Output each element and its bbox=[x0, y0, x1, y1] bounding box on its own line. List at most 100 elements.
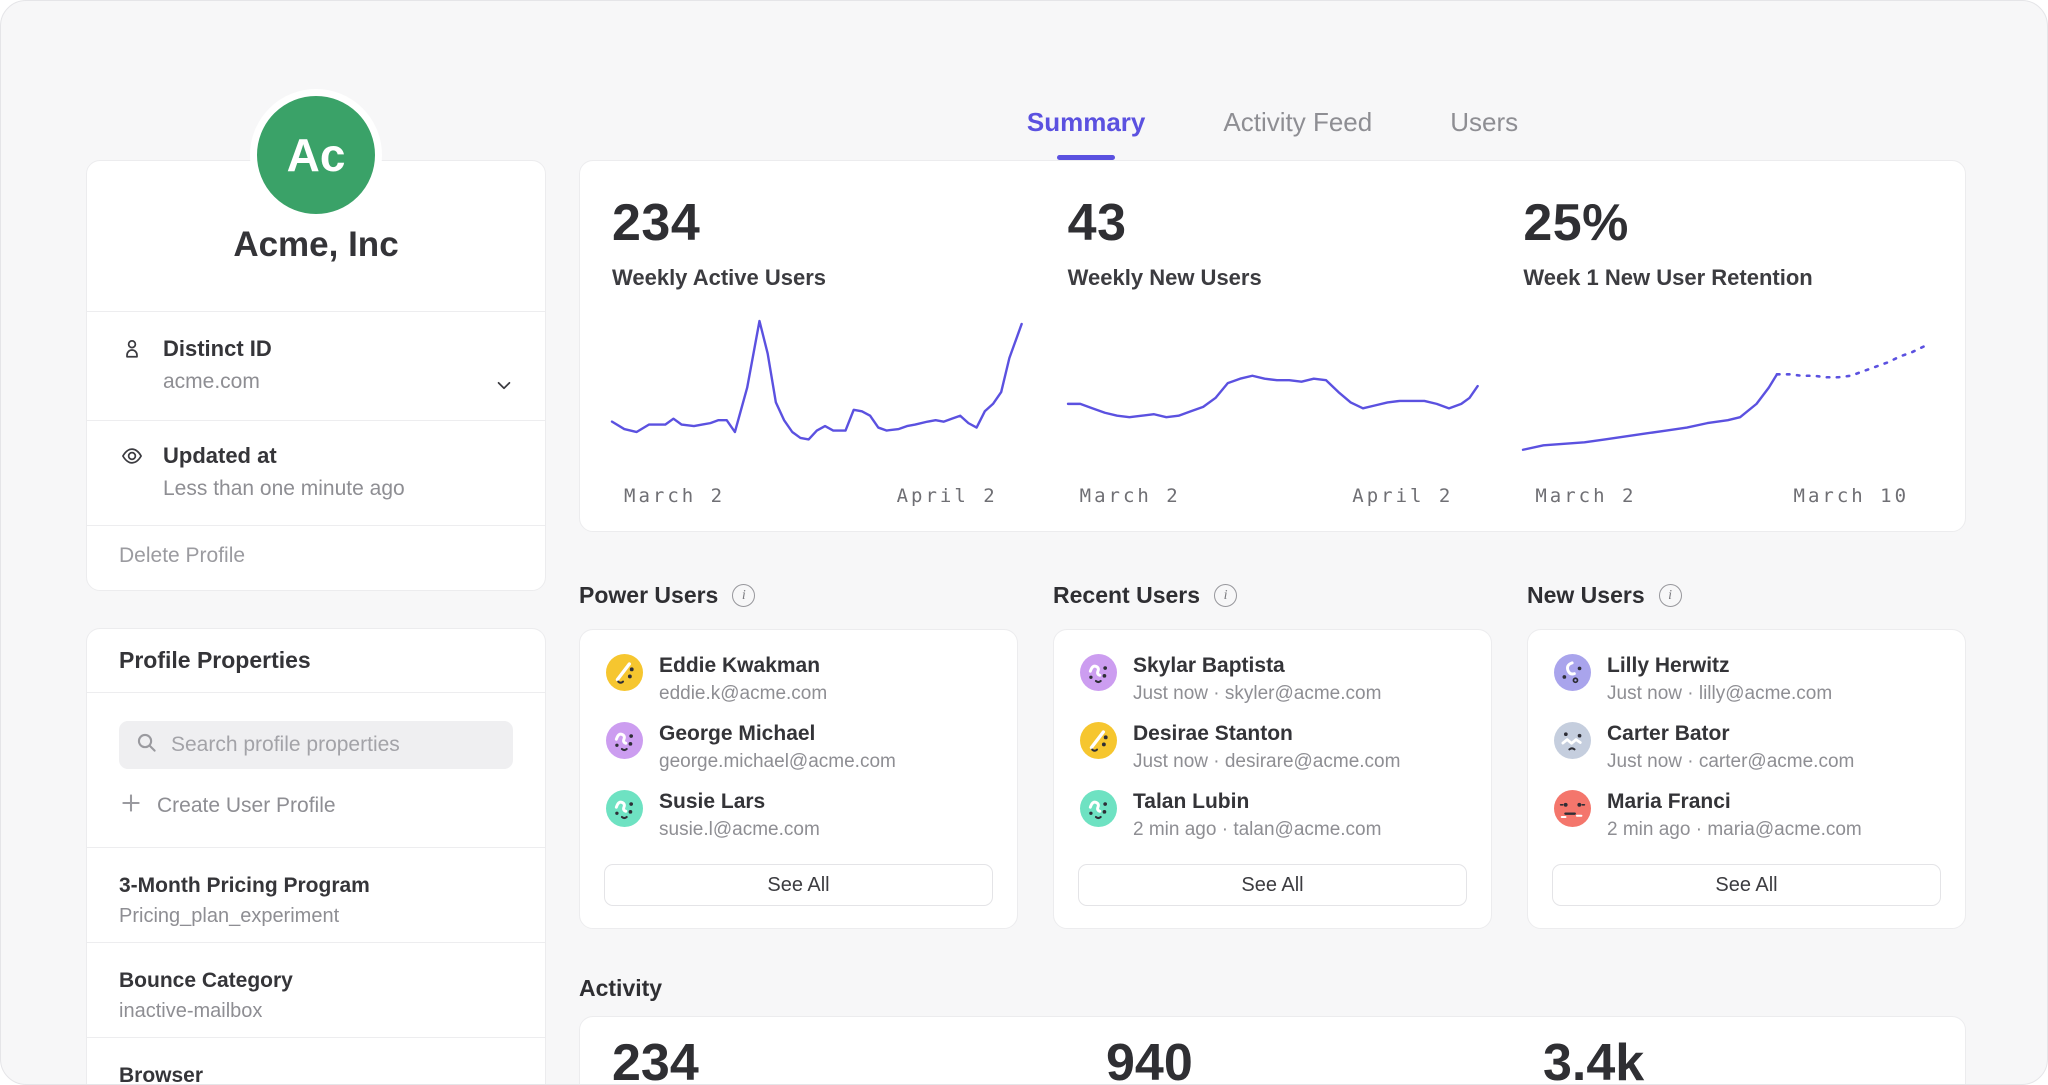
user-avatar bbox=[1080, 722, 1117, 759]
property-row[interactable]: Browser Chrome bbox=[87, 1038, 545, 1085]
user-name: Carter Bator bbox=[1607, 722, 1854, 746]
user-row[interactable]: Maria Franci 2 min ago · maria@acme.com bbox=[1554, 790, 1939, 841]
stat-weekly-active-users: 234 Weekly Active Users March 2 April 2 bbox=[612, 193, 1022, 507]
property-row[interactable]: 3-Month Pricing Program Pricing_plan_exp… bbox=[87, 848, 545, 942]
property-label: 3-Month Pricing Program bbox=[119, 874, 513, 898]
user-meta: Just now · carter@acme.com bbox=[1607, 751, 1854, 773]
profile-summary-card: Acme, Inc Distinct ID acme.com bbox=[86, 160, 546, 591]
user-row[interactable]: Lilly Herwitz Just now · lilly@acme.com bbox=[1554, 654, 1939, 705]
plus-icon bbox=[119, 791, 143, 821]
user-name: Eddie Kwakman bbox=[659, 654, 827, 678]
user-list-card: Lilly Herwitz Just now · lilly@acme.com … bbox=[1527, 629, 1966, 929]
user-avatar bbox=[606, 654, 643, 691]
profile-properties-title: Profile Properties bbox=[87, 629, 545, 692]
active-tab-underline bbox=[1057, 155, 1115, 160]
divider bbox=[87, 692, 545, 693]
stat-value: 234 bbox=[612, 193, 1022, 253]
stat-value: 25% bbox=[1523, 193, 1933, 253]
tab-users[interactable]: Users bbox=[1450, 107, 1518, 146]
list-title: Power Users bbox=[579, 582, 718, 609]
property-label: Browser bbox=[119, 1064, 513, 1085]
activity-stat: 234 bbox=[612, 1033, 699, 1085]
delete-profile-button[interactable]: Delete Profile bbox=[87, 526, 545, 590]
x-axis-labels: March 2 April 2 bbox=[612, 485, 1022, 507]
info-icon[interactable]: i bbox=[1214, 584, 1237, 607]
main-content: Summary Activity Feed Users 234 Weekly A… bbox=[579, 1, 1966, 1085]
activity-section-title: Activity bbox=[579, 975, 1966, 1002]
tab-bar: Summary Activity Feed Users bbox=[579, 1, 1966, 160]
property-row[interactable]: Bounce Category inactive-mailbox bbox=[87, 943, 545, 1037]
user-meta: Just now · lilly@acme.com bbox=[1607, 683, 1832, 705]
x-axis-label: April 2 bbox=[897, 485, 998, 507]
create-user-profile-label: Create User Profile bbox=[157, 794, 336, 818]
property-label: Bounce Category bbox=[119, 969, 513, 993]
stat-value: 43 bbox=[1068, 193, 1478, 253]
chevron-down-icon[interactable] bbox=[491, 372, 517, 398]
distinct-id-label: Distinct ID bbox=[163, 336, 272, 362]
week1-retention-sparkline bbox=[1523, 321, 1933, 469]
stat-label: Weekly Active Users bbox=[612, 265, 1022, 291]
user-row[interactable]: Desirae Stanton Just now · desirare@acme… bbox=[1080, 722, 1465, 773]
list-title: New Users bbox=[1527, 582, 1645, 609]
user-meta: eddie.k@acme.com bbox=[659, 683, 827, 705]
profile-properties-search[interactable] bbox=[119, 721, 513, 769]
search-input[interactable] bbox=[171, 733, 497, 757]
user-meta: 2 min ago · talan@acme.com bbox=[1133, 819, 1381, 841]
user-name: Skylar Baptista bbox=[1133, 654, 1381, 678]
weekly-new-users-sparkline bbox=[1068, 321, 1478, 469]
summary-stats-card: 234 Weekly Active Users March 2 April 2 … bbox=[579, 160, 1966, 532]
create-user-profile-button[interactable]: Create User Profile bbox=[119, 791, 513, 821]
user-avatar bbox=[606, 722, 643, 759]
user-name: Lilly Herwitz bbox=[1607, 654, 1832, 678]
user-avatar bbox=[1554, 790, 1591, 827]
user-list-card: Eddie Kwakman eddie.k@acme.com George Mi… bbox=[579, 629, 1018, 929]
user-avatar bbox=[606, 790, 643, 827]
user-row[interactable]: Susie Lars susie.l@acme.com bbox=[606, 790, 991, 841]
user-row[interactable]: Talan Lubin 2 min ago · talan@acme.com bbox=[1080, 790, 1465, 841]
stat-label: Week 1 New User Retention bbox=[1523, 265, 1933, 291]
user-row[interactable]: Eddie Kwakman eddie.k@acme.com bbox=[606, 654, 991, 705]
user-name: Desirae Stanton bbox=[1133, 722, 1400, 746]
user-row[interactable]: Skylar Baptista Just now · skyler@acme.c… bbox=[1080, 654, 1465, 705]
user-name: George Michael bbox=[659, 722, 896, 746]
activity-card: 234 940 3.4k bbox=[579, 1016, 1966, 1085]
user-row[interactable]: George Michael george.michael@acme.com bbox=[606, 722, 991, 773]
updated-at-value: Less than one minute ago bbox=[163, 477, 513, 501]
user-avatar bbox=[1080, 654, 1117, 691]
user-name: Maria Franci bbox=[1607, 790, 1862, 814]
stat-label: Weekly New Users bbox=[1068, 265, 1478, 291]
property-value: inactive-mailbox bbox=[119, 1000, 513, 1023]
user-avatar bbox=[1554, 654, 1591, 691]
see-all-button[interactable]: See All bbox=[1552, 864, 1941, 906]
activity-stat: 940 bbox=[1106, 1033, 1193, 1085]
see-all-button[interactable]: See All bbox=[1078, 864, 1467, 906]
x-axis-labels: March 2 March 10 bbox=[1523, 485, 1933, 507]
user-meta: george.michael@acme.com bbox=[659, 751, 896, 773]
tab-summary[interactable]: Summary bbox=[1027, 107, 1146, 146]
company-avatar-initials: Ac bbox=[287, 128, 346, 182]
user-row[interactable]: Carter Bator Just now · carter@acme.com bbox=[1554, 722, 1939, 773]
x-axis-label: March 10 bbox=[1794, 485, 1910, 507]
user-avatar bbox=[1080, 790, 1117, 827]
x-axis-label: April 2 bbox=[1352, 485, 1453, 507]
info-icon[interactable]: i bbox=[732, 584, 755, 607]
profile-properties-card: Profile Properties Cr bbox=[86, 628, 546, 1085]
company-avatar: Ac bbox=[250, 89, 382, 221]
user-meta: Just now · skyler@acme.com bbox=[1133, 683, 1381, 705]
eye-icon bbox=[119, 443, 145, 469]
user-lists-row: Power Users i Eddie Kwakman eddie.k@acme… bbox=[579, 582, 1966, 929]
distinct-id-row[interactable]: Distinct ID acme.com bbox=[87, 312, 545, 420]
tab-activity-feed[interactable]: Activity Feed bbox=[1223, 107, 1372, 146]
profile-sidebar: Ac Acme, Inc Distinct ID acme.com bbox=[86, 1, 546, 1085]
updated-at-row: Updated at Less than one minute ago bbox=[87, 421, 545, 525]
user-name: Susie Lars bbox=[659, 790, 820, 814]
see-all-button[interactable]: See All bbox=[604, 864, 993, 906]
profile-dashboard-window: Ac Acme, Inc Distinct ID acme.com bbox=[0, 0, 2048, 1085]
user-meta: Just now · desirare@acme.com bbox=[1133, 751, 1400, 773]
info-icon[interactable]: i bbox=[1659, 584, 1682, 607]
stat-weekly-new-users: 43 Weekly New Users March 2 April 2 bbox=[1068, 193, 1478, 507]
property-value: Pricing_plan_experiment bbox=[119, 905, 513, 928]
distinct-id-value: acme.com bbox=[163, 370, 513, 394]
x-axis-label: March 2 bbox=[1080, 485, 1181, 507]
x-axis-labels: March 2 April 2 bbox=[1068, 485, 1478, 507]
